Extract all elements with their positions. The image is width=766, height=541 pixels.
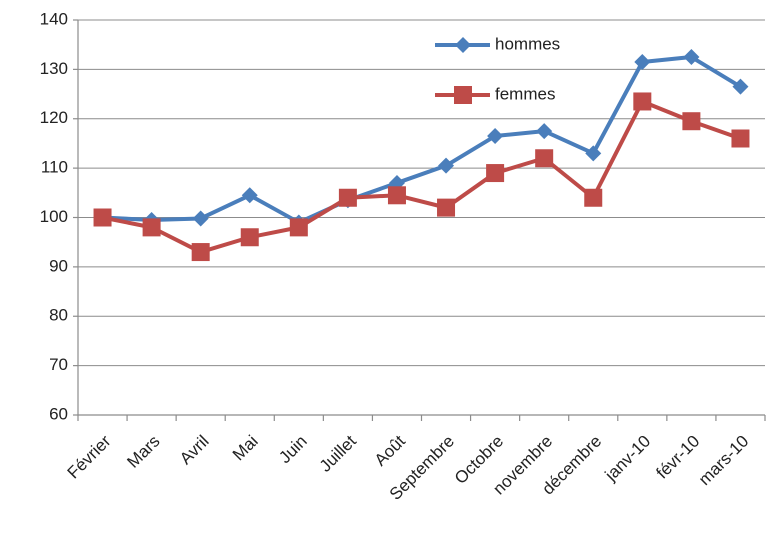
legend-item: hommes	[435, 34, 560, 53]
legend-marker	[455, 37, 471, 53]
marker	[241, 187, 258, 204]
marker	[535, 149, 554, 168]
marker	[634, 53, 651, 70]
x-tick-label: Août	[371, 431, 409, 469]
marker	[732, 78, 749, 95]
x-tick-label: mars-10	[695, 432, 753, 490]
legend-label: femmes	[495, 84, 555, 103]
y-tick-label: 100	[40, 207, 68, 226]
marker	[387, 186, 406, 205]
x-tick-label: Mars	[123, 432, 163, 472]
y-tick-label: 140	[40, 9, 68, 28]
y-tick-label: 90	[49, 256, 68, 275]
marker	[437, 198, 456, 217]
y-tick-label: 130	[40, 59, 68, 78]
x-tick-label: Juillet	[316, 431, 360, 475]
x-tick-label: Avril	[176, 432, 213, 469]
legend-label: hommes	[495, 34, 560, 53]
marker	[240, 228, 259, 247]
marker	[338, 188, 357, 207]
marker	[192, 210, 209, 227]
y-tick-label: 60	[49, 404, 68, 423]
y-tick-label: 120	[40, 108, 68, 127]
marker	[93, 208, 112, 227]
legend-marker	[454, 86, 472, 104]
marker	[682, 112, 701, 131]
marker	[584, 188, 603, 207]
series-line	[102, 55, 742, 225]
y-tick-label: 70	[49, 355, 68, 374]
x-tick-label: Février	[64, 431, 115, 482]
marker	[731, 129, 750, 148]
x-tick-label: janv-10	[601, 432, 655, 486]
marker	[191, 243, 210, 262]
x-tick-label: Mai	[229, 432, 262, 465]
marker	[683, 49, 700, 66]
marker	[289, 218, 308, 237]
marker	[142, 218, 161, 237]
x-tick-label: Juin	[275, 432, 310, 467]
y-tick-label: 80	[49, 306, 68, 325]
series-line	[102, 99, 742, 255]
y-tick-label: 110	[41, 158, 68, 177]
marker	[487, 128, 504, 145]
marker	[536, 123, 553, 140]
marker	[633, 92, 652, 111]
marker	[438, 157, 455, 174]
legend-item: femmes	[435, 84, 555, 104]
marker	[486, 164, 505, 183]
marker	[585, 145, 602, 162]
